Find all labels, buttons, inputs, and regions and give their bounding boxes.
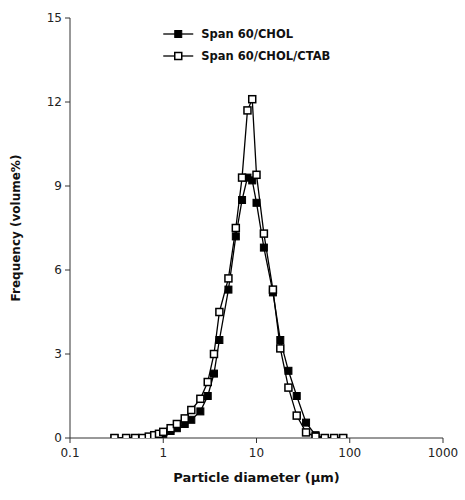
series-marker [303,419,310,426]
x-tick [256,438,257,443]
series-marker [293,393,300,400]
x-tick-label: 1 [159,446,167,460]
x-tick [70,438,71,443]
series-marker [293,412,300,419]
y-tick [65,186,70,187]
y-tick [65,18,70,19]
x-tick [163,438,164,443]
series-marker [277,345,284,352]
series-marker [173,421,180,428]
y-axis-label: Frequency (volume%) [9,155,23,302]
legend-label: Span 60/CHOL/CTAB [201,49,330,63]
y-tick-label: 12 [47,95,62,109]
x-tick [349,438,350,443]
legend-label: Span 60/CHOL [201,27,294,41]
series-marker [132,435,139,439]
series-marker [111,435,118,439]
y-tick-label: 3 [54,347,62,361]
series-marker [340,435,347,439]
series-marker [321,435,328,439]
chart: 0 3 6 9 12 15 0.1 1 10 100 1000 Particle diameter (… [0,0,465,500]
y-tick-label: 6 [54,263,62,277]
x-tick-label: 1000 [428,446,459,460]
legend: Span 60/CHOL Span 60/CHOL/CTAB [163,27,330,63]
plot-area [111,96,347,438]
y-axis-line [70,18,71,438]
series-marker [244,107,251,114]
y-tick-label: 0 [54,431,62,445]
series-marker [188,407,195,414]
series-marker [197,408,204,415]
series-line [114,178,343,438]
series-marker [253,171,260,178]
y-tick-label: 15 [47,11,62,25]
series-marker [132,435,139,439]
series-marker [232,225,239,232]
y-tick [65,354,70,355]
series-marker [331,435,338,439]
series-line [114,99,343,438]
series-marker [331,435,338,439]
series-marker [197,395,204,402]
series-marker [216,337,223,344]
series-marker [321,435,328,439]
series-marker [181,415,188,422]
series-marker [249,96,256,103]
y-tick-label: 9 [54,179,62,193]
series-marker [225,275,232,282]
series-marker [260,230,267,237]
series-marker [269,286,276,293]
y-tick [65,270,70,271]
y-tick [65,438,70,439]
series-marker [253,199,260,206]
x-tick-label: 0.1 [60,446,79,460]
legend-marker [175,53,182,60]
x-tick [443,438,444,443]
y-tick [65,102,70,103]
x-tick-label: 100 [338,446,361,460]
series-marker [111,435,118,439]
series-marker [303,429,310,436]
series-marker [340,435,347,439]
series-marker [285,384,292,391]
series-marker [232,233,239,240]
series-marker [123,435,130,439]
series-marker [277,337,284,344]
series-marker [210,370,217,377]
series-marker [204,379,211,386]
x-tick-label: 10 [249,446,264,460]
legend-marker [175,31,182,38]
x-axis-label: Particle diameter (μm) [173,470,339,485]
series-marker [210,351,217,358]
series-marker [312,433,319,438]
series-marker [123,435,130,439]
series-marker [204,393,211,400]
series-marker [216,309,223,316]
series-marker [239,174,246,181]
series-marker [160,428,167,435]
